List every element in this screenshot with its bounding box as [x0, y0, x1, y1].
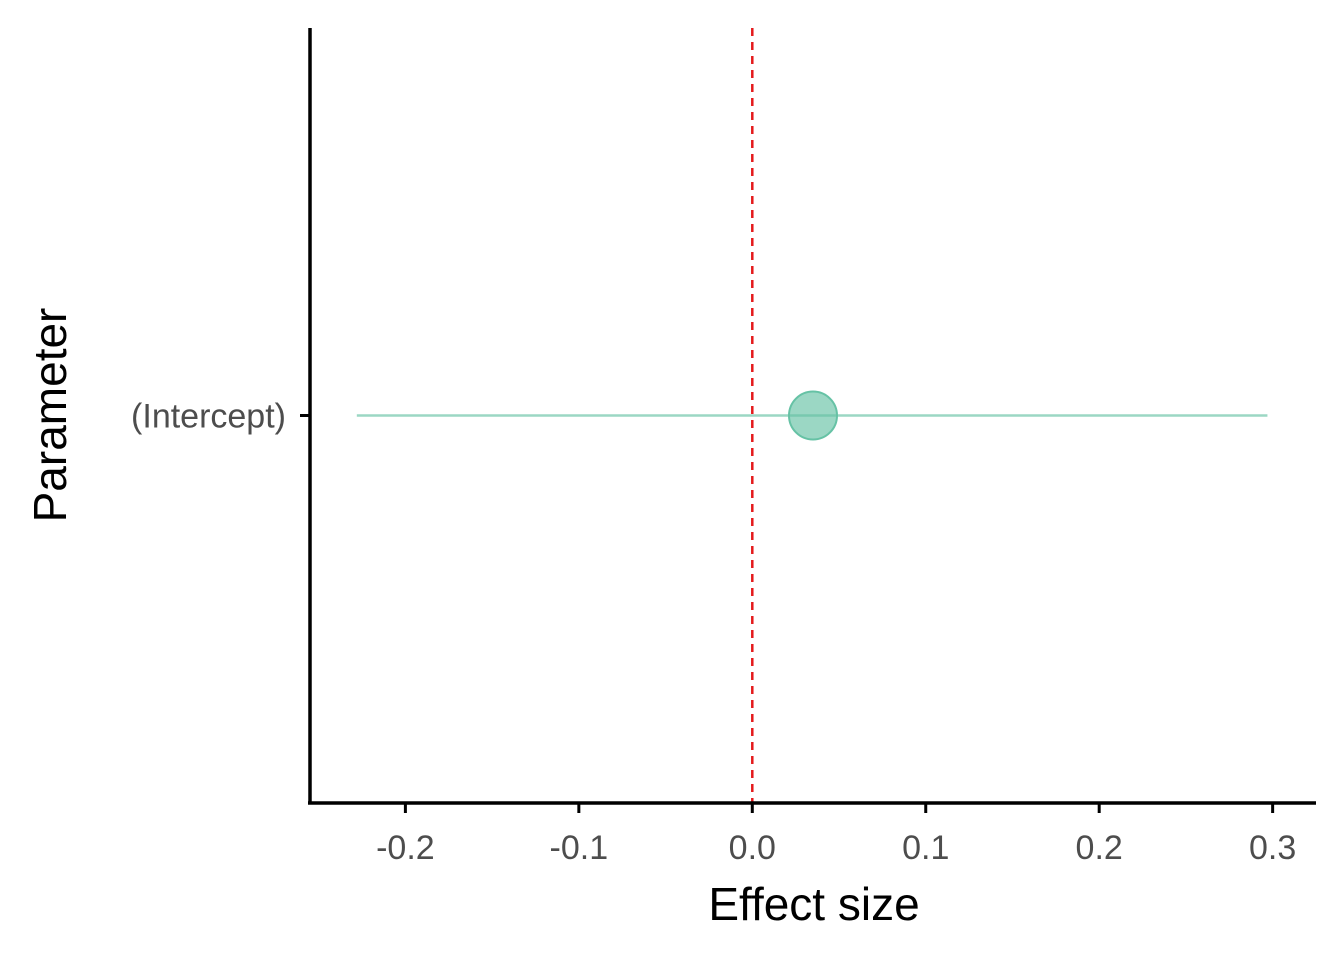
y-axis-ticks: (Intercept)	[131, 398, 310, 436]
x-axis-ticks: -0.2 -0.1 0.0 0.1 0.2 0.3	[376, 803, 1296, 867]
x-tick-label: 0.0	[729, 829, 776, 867]
x-tick-label: -0.2	[376, 829, 435, 867]
plot-marks	[356, 28, 1268, 803]
x-tick-label: -0.1	[550, 829, 609, 867]
x-axis-title: Effect size	[708, 878, 919, 930]
x-tick-label: 0.1	[902, 829, 949, 867]
estimate-point	[788, 390, 838, 441]
x-tick-label: 0.3	[1249, 829, 1296, 867]
x-tick-label: 0.2	[1076, 829, 1123, 867]
y-tick-label: (Intercept)	[131, 398, 286, 436]
y-axis-title: Parameter	[24, 308, 76, 523]
